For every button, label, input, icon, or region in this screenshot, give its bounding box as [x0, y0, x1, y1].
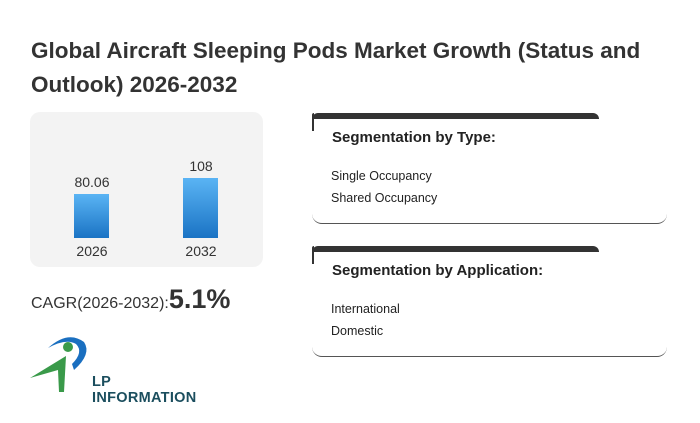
bar-2032	[183, 178, 218, 238]
segment-item: International	[331, 302, 400, 316]
segment-item: Shared Occupancy	[331, 191, 438, 205]
logo-text: LP INFORMATION	[92, 374, 197, 406]
lp-information-logo: LP INFORMATION	[28, 330, 208, 406]
segment-card-application: Segmentation by Application: Internation…	[312, 246, 667, 357]
bar-2026	[74, 193, 109, 238]
x-label-2026: 2026	[76, 243, 108, 259]
page-title: Global Aircraft Sleeping Pods Market Gro…	[31, 38, 641, 97]
cagr-label: CAGR(2026-2032):	[31, 295, 169, 312]
segment-card-type: Segmentation by Type: Single Occupancy S…	[312, 113, 667, 224]
value-label-2032: 108	[189, 158, 213, 174]
segment-title: Segmentation by Application:	[332, 262, 544, 279]
segment-item: Domestic	[331, 324, 384, 338]
segment-title: Segmentation by Type:	[332, 129, 496, 146]
value-label-2026: 80.06	[74, 173, 110, 190]
segment-item: Single Occupancy	[331, 169, 432, 183]
cagr: CAGR(2026-2032):5.1%	[31, 284, 230, 315]
logo-icon	[30, 337, 87, 392]
x-label-2032: 2032	[185, 243, 217, 259]
bar-chart: 80.06 108 2026 2032	[30, 112, 263, 267]
cagr-value: 5.1%	[168, 284, 231, 314]
